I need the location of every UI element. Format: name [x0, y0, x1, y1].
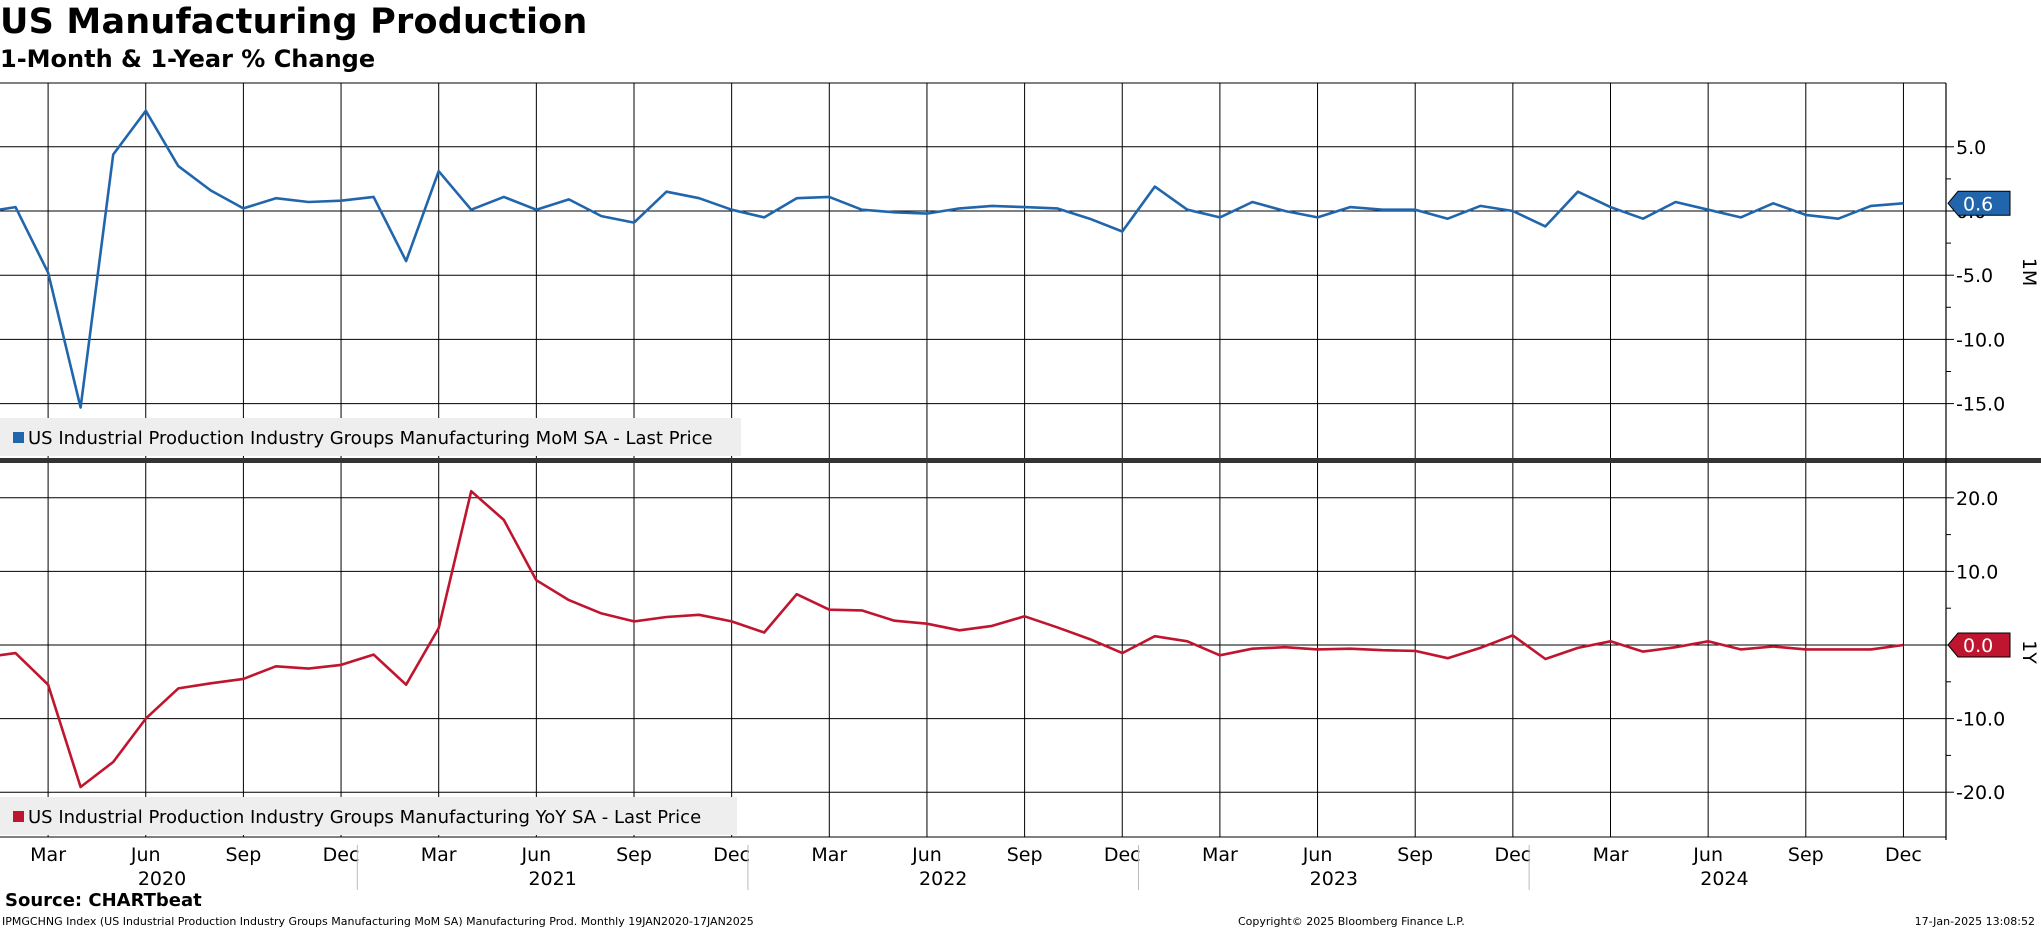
x-month-label: Mar [1593, 844, 1629, 866]
x-year-label: 2021 [528, 868, 576, 890]
axis-layer: 5.00.0-5.0-10.0-15.01M20.010.00.0-10.0-2… [30, 83, 2040, 890]
panel-divider [0, 458, 2041, 463]
legend-layer: US Industrial Production Industry Groups… [0, 418, 741, 835]
x-month-label: Mar [1202, 844, 1238, 866]
source-label: Source: CHARTbeat [5, 890, 202, 911]
yoy-series-line [0, 489, 1904, 789]
footer-timestamp: 17-Jan-2025 13:08:52 [1914, 915, 2035, 928]
last-value-label: 0.6 [1963, 193, 1993, 215]
y-tick-label: 10.0 [1956, 561, 1998, 583]
panel-label-1m: 1M [2018, 258, 2040, 286]
x-month-label: Jun [521, 844, 552, 866]
legend-label: US Industrial Production Industry Groups… [28, 428, 713, 449]
x-month-label: Sep [616, 844, 652, 866]
x-month-label: Sep [1007, 844, 1043, 866]
footer-ticker-description: IPMGCHNG Index (US Industrial Production… [2, 915, 754, 928]
legend-box [0, 797, 737, 835]
x-year-label: 2023 [1310, 868, 1358, 890]
y-tick-label: -15.0 [1956, 394, 2005, 416]
y-tick-label: 5.0 [1956, 137, 1986, 159]
mom-last-value-badge [1947, 190, 2011, 216]
footer-copyright: Copyright© 2025 Bloomberg Finance L.P. [1238, 915, 1465, 928]
x-month-label: Mar [421, 844, 457, 866]
x-month-label: Sep [1788, 844, 1824, 866]
x-month-label: Dec [1885, 844, 1922, 866]
x-month-label: Mar [30, 844, 66, 866]
x-month-label: Dec [713, 844, 750, 866]
series-layer [0, 109, 1904, 789]
y-tick-label: -10.0 [1956, 709, 2005, 731]
x-month-label: Dec [1494, 844, 1531, 866]
yoy-last-value-badge [1947, 632, 2011, 658]
x-month-label: Jun [1302, 844, 1333, 866]
x-month-label: Dec [323, 844, 360, 866]
chart-subtitle: 1-Month & 1-Year % Change [0, 45, 376, 73]
mom-series-line [0, 109, 1904, 409]
badge-layer: 0.6 0.0 [1947, 190, 2011, 658]
x-month-label: Jun [130, 844, 161, 866]
legend-swatch [13, 432, 24, 443]
y-tick-label: 20.0 [1956, 488, 1998, 510]
legend-label: US Industrial Production Industry Groups… [28, 807, 701, 828]
x-month-label: Sep [225, 844, 261, 866]
panel-label-1y: 1Y [2018, 640, 2040, 664]
y-tick-label: -10.0 [1956, 329, 2005, 351]
legend-box [0, 418, 741, 456]
chart-title: US Manufacturing Production [0, 2, 588, 42]
y-tick-label: -5.0 [1956, 265, 1993, 287]
x-month-label: Dec [1104, 844, 1141, 866]
last-value-label: 0.0 [1963, 635, 1993, 657]
legend-swatch [13, 811, 24, 822]
x-year-label: 2024 [1700, 868, 1748, 890]
x-year-label: 2020 [138, 868, 186, 890]
grid-layer [0, 82, 2041, 838]
x-month-label: Mar [811, 844, 847, 866]
x-month-label: Jun [1692, 844, 1723, 866]
x-month-label: Jun [911, 844, 942, 866]
x-month-label: Sep [1397, 844, 1433, 866]
y-tick-label: -20.0 [1956, 782, 2005, 804]
x-year-label: 2022 [919, 868, 967, 890]
